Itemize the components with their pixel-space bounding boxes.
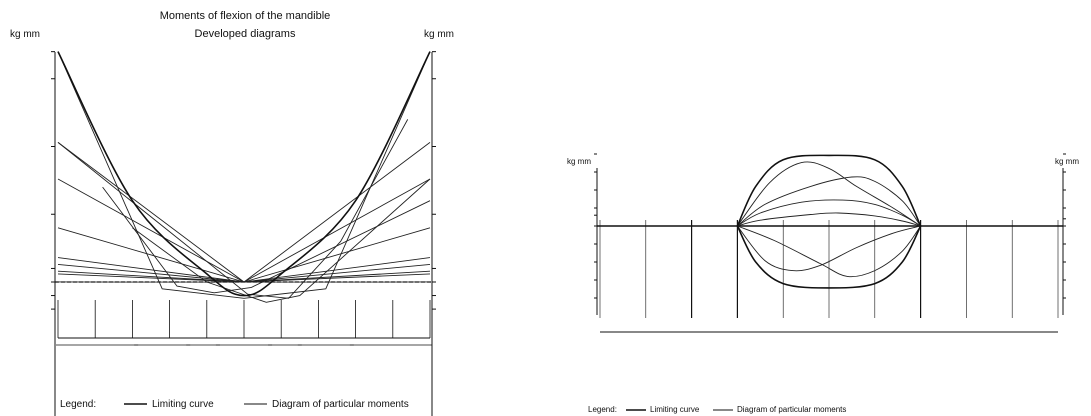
series-line bbox=[57, 142, 431, 283]
legend-item-particular: Diagram of particular moments bbox=[272, 399, 409, 410]
series-line bbox=[57, 227, 431, 283]
y-ticks bbox=[594, 153, 1066, 299]
y-unit-left: kg mm bbox=[10, 29, 40, 40]
legend: Legend: Limiting curve Diagram of partic… bbox=[588, 405, 846, 414]
series-line bbox=[737, 176, 921, 227]
series-line bbox=[57, 263, 431, 283]
legend: Legend: Limiting curve Diagram of partic… bbox=[60, 399, 409, 410]
limiting-curve-line bbox=[57, 51, 431, 297]
series-line bbox=[57, 273, 431, 283]
series-line bbox=[737, 225, 921, 272]
x-axis bbox=[57, 300, 431, 339]
series-lines bbox=[57, 142, 431, 283]
limiting-curve-upper bbox=[736, 154, 922, 227]
position-lines bbox=[599, 220, 1059, 318]
legend-prefix: Legend: bbox=[588, 405, 617, 414]
limiting-curve-lower bbox=[736, 225, 922, 289]
y-unit-right: kg mm bbox=[424, 29, 454, 40]
chart-left: Moments of flexion of the mandible Devel… bbox=[10, 10, 454, 416]
series-line bbox=[737, 199, 921, 227]
series-line bbox=[737, 225, 921, 278]
series-lines bbox=[737, 161, 921, 278]
series-line bbox=[57, 178, 431, 283]
y-unit-right: kg mm bbox=[1055, 157, 1079, 166]
legend-item-particular: Diagram of particular moments bbox=[737, 405, 846, 414]
chart-subtitle: Developed diagrams bbox=[195, 28, 296, 40]
y-unit-left: kg mm bbox=[567, 157, 591, 166]
chart-right: kg mm kg mm Legend: Limiting curve Diagr… bbox=[567, 153, 1079, 414]
particular-line bbox=[57, 119, 409, 299]
limiting-curve bbox=[57, 51, 431, 297]
particular-line bbox=[102, 186, 431, 294]
chart-title: Moments of flexion of the mandible bbox=[160, 10, 331, 22]
y-ticks bbox=[51, 51, 436, 310]
particular-line bbox=[57, 51, 431, 299]
limiting-curve bbox=[736, 154, 922, 289]
legend-prefix: Legend: bbox=[60, 399, 96, 410]
legend-item-limiting: Limiting curve bbox=[650, 405, 700, 414]
series-line bbox=[737, 212, 921, 227]
legend-item-limiting: Limiting curve bbox=[152, 399, 214, 410]
series-line bbox=[737, 161, 921, 227]
